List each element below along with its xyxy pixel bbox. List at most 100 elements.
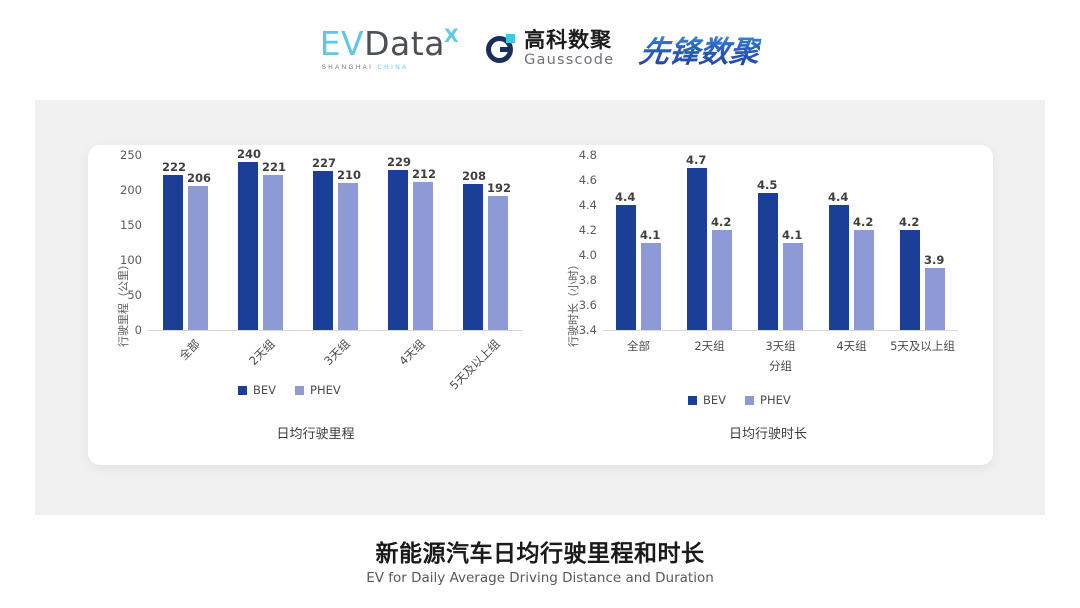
- bar-value-label: 222: [162, 159, 187, 174]
- y-tick-label: 4.0: [578, 248, 597, 262]
- x-tick-label: 全部: [627, 339, 650, 353]
- evdata-logo: EVDataX SHANGHAI CHINA: [319, 24, 460, 72]
- bar-bev-0: [616, 205, 636, 330]
- bar-bev-2: [758, 192, 778, 330]
- legend-label-bev: BEV: [703, 393, 727, 407]
- gausscode-cn-text: 高科数聚: [524, 28, 613, 53]
- xianfeng-logo: 先锋数聚: [637, 27, 763, 71]
- y-tick-label: 150: [120, 218, 142, 232]
- bar-value-label: 212: [412, 166, 437, 181]
- y-tick-label: 4.4: [578, 198, 597, 212]
- evdata-tagline: SHANGHAI CHINA: [322, 64, 409, 71]
- bar-value-label: 192: [487, 180, 512, 195]
- legend-label-bev: BEV: [253, 383, 277, 397]
- x-tick-label: 4天组: [395, 336, 428, 369]
- bar-phev-0: [188, 185, 208, 330]
- chart-left-legend: BEV PHEV: [238, 383, 341, 397]
- chart-daily-distance: 行驶里程（公里） 0 50 100 150 200 250 222 206 240 221 227…: [88, 145, 543, 465]
- y-tick-label: 4.2: [578, 223, 597, 237]
- bar-value-label: 4.5: [757, 177, 778, 192]
- legend-swatch-bev: [688, 395, 697, 405]
- legend-swatch-bev: [238, 385, 247, 395]
- bar-value-label: 3.9: [924, 252, 945, 267]
- bar-value-label: 4.4: [615, 190, 636, 204]
- chart-right-legend: BEV PHEV: [688, 393, 791, 407]
- bar-value-label: 221: [262, 160, 287, 175]
- gausscode-wordmark: 高科数聚 Gausscode: [524, 30, 614, 68]
- page-title: 新能源汽车日均行驶里程和时长: [375, 541, 705, 567]
- bar-bev-1: [238, 162, 258, 330]
- chart-left-bars: 222 206 240 221 227 210 229 212 208 192: [148, 147, 523, 330]
- y-tick-label: 4.8: [578, 148, 597, 162]
- x-tick-label: 5天及以上组: [446, 336, 503, 393]
- bar-value-label: 4.7: [686, 152, 707, 167]
- bar-phev-3: [854, 230, 874, 330]
- page-subtitle: EV for Daily Average Driving Distance an…: [366, 570, 714, 586]
- x-tick-label: 4天组: [836, 339, 867, 353]
- bar-value-label: 4.4: [828, 190, 849, 204]
- bar-bev-0: [163, 174, 183, 330]
- chart-daily-duration: 行驶时长（小时） 3.4 3.6 3.8 4.0 4.2 4.4 4.6 4.8 4.4 4.1…: [543, 145, 993, 465]
- y-tick-label: 100: [120, 253, 142, 267]
- bar-phev-1: [712, 230, 732, 330]
- bar-value-label: 210: [337, 168, 362, 182]
- y-tick-label: 50: [127, 288, 142, 302]
- bar-value-label: 4.2: [899, 215, 920, 229]
- gausscode-bar-shape: [500, 46, 513, 52]
- gausscode-logo: 高科数聚 Gausscode: [486, 30, 614, 68]
- legend-label-phev: PHEV: [760, 393, 791, 407]
- evdata-data-text: Data: [364, 24, 445, 63]
- y-tick-label: 200: [120, 183, 142, 197]
- bar-phev-3: [413, 181, 433, 330]
- bar-value-label: 229: [387, 154, 412, 169]
- y-tick-label: 3.4: [578, 323, 597, 337]
- evdata-x-icon: X: [443, 25, 460, 47]
- y-tick-label: 4.6: [578, 173, 597, 187]
- bar-phev-4: [488, 195, 508, 330]
- bar-bev-1: [687, 167, 707, 330]
- bar-value-label: 206: [187, 170, 212, 185]
- chart-left-x-axis-line: [148, 330, 523, 331]
- bar-phev-4: [925, 267, 945, 330]
- chart-right-bars: 4.4 4.1 4.7 4.2 4.5 4.1 4.4 4.2 4.2 3.9: [603, 152, 958, 330]
- y-tick-label: 3.8: [578, 273, 597, 287]
- legend-label-phev: PHEV: [310, 383, 341, 397]
- bar-phev-0: [641, 242, 661, 330]
- gausscode-g-icon: [486, 33, 517, 65]
- chart-left-caption: 日均行驶里程: [276, 427, 355, 442]
- bar-phev-2: [783, 242, 803, 330]
- bar-bev-4: [900, 230, 920, 330]
- bar-value-label: 240: [237, 147, 262, 161]
- bar-value-label: 4.2: [853, 215, 874, 229]
- x-tick-label: 3天组: [765, 339, 796, 353]
- bar-phev-2: [338, 183, 358, 330]
- x-tick-label: 2天组: [694, 339, 725, 353]
- bar-bev-4: [463, 184, 483, 330]
- logo-bar: EVDataX SHANGHAI CHINA 高科数聚 Gausscode 先锋…: [0, 18, 1080, 80]
- evdata-tagline-city: SHANGHAI: [321, 64, 378, 71]
- y-tick-label: 250: [120, 148, 142, 162]
- x-tick-label: 全部: [175, 336, 203, 363]
- legend-swatch-phev: [745, 395, 755, 405]
- bar-phev-1: [263, 175, 283, 330]
- chart-right-x-axis-line: [603, 330, 958, 331]
- gausscode-en-text: Gausscode: [524, 52, 615, 69]
- y-tick-label: 3.6: [578, 298, 597, 312]
- bar-value-label: 4.1: [640, 227, 661, 242]
- chart-right-caption: 日均行驶时长: [728, 427, 807, 442]
- bar-value-label: 227: [312, 156, 337, 171]
- bar-bev-3: [829, 205, 849, 330]
- charts-card: 行驶里程（公里） 0 50 100 150 200 250 222 206 240 221 227…: [88, 145, 993, 465]
- bar-value-label: 208: [462, 169, 487, 184]
- evdata-tagline-country: CHINA: [377, 64, 409, 71]
- gausscode-square-shape: [506, 33, 516, 43]
- bar-value-label: 4.1: [782, 227, 803, 242]
- y-tick-label: 0: [134, 323, 142, 337]
- evdata-ev-text: EV: [319, 24, 365, 63]
- legend-swatch-phev: [295, 385, 305, 395]
- bar-bev-2: [313, 171, 333, 330]
- x-tick-label: 5天及以上组: [890, 339, 955, 353]
- chart-left-y-axis-title: 行驶里程（公里）: [117, 259, 130, 347]
- bar-value-label: 4.2: [711, 215, 732, 229]
